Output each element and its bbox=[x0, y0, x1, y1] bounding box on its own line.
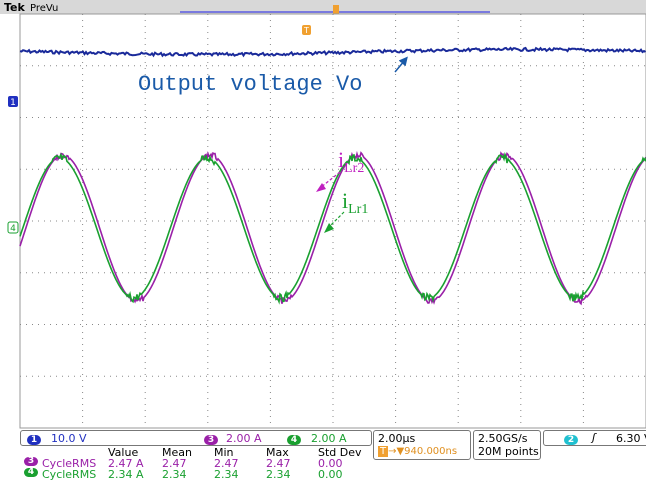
timebase: 2.00µs bbox=[378, 432, 416, 445]
vo-trace bbox=[19, 46, 646, 58]
channel-panel: 1 10.0 V 3 2.00 A 4 2.00 A bbox=[20, 430, 372, 446]
row-cell: 2.47 bbox=[266, 457, 291, 470]
row-cell: 2.47 bbox=[162, 457, 187, 470]
ch3-trace bbox=[19, 150, 646, 306]
ilr1-label: iLr1 bbox=[342, 188, 368, 217]
ch1-marker-label: 1 bbox=[10, 98, 16, 108]
timebase-panel: 2.00µs T →▼940.000ns bbox=[373, 430, 471, 460]
row-name: CycleRMS bbox=[42, 457, 97, 470]
ch1-scale: 10.0 V bbox=[51, 432, 87, 445]
ilr2-label: iLr2 bbox=[338, 147, 364, 176]
row-badge: 3 bbox=[24, 457, 38, 466]
row-cell: 0.00 bbox=[318, 457, 343, 470]
trigger-channel: 2 bbox=[564, 435, 578, 445]
ch4-scale: 2.00 A bbox=[311, 432, 347, 445]
ch4-trace bbox=[19, 152, 646, 305]
ch1-badge: 1 bbox=[27, 435, 41, 445]
trigger-slope: ʃ bbox=[592, 431, 596, 444]
sample-rate: 2.50GS/s bbox=[478, 432, 528, 445]
ch1-marker bbox=[8, 96, 18, 107]
trigger-badge: T bbox=[378, 446, 389, 457]
row-cell: 2.34 bbox=[214, 468, 239, 481]
ilr2-sub: Lr2 bbox=[344, 161, 364, 176]
ch4-marker-label: 4 bbox=[10, 224, 16, 234]
row-cell: 2.47 A bbox=[108, 457, 144, 470]
ilr1-arrow bbox=[327, 211, 345, 229]
ilr1-arrowhead bbox=[324, 223, 334, 233]
trigger-level: 6.30 V bbox=[616, 432, 646, 445]
column-header: Max bbox=[266, 446, 289, 459]
vo-arrow bbox=[394, 56, 408, 73]
column-header: Mean bbox=[162, 446, 192, 459]
grid bbox=[20, 14, 646, 428]
ilr1-main: i bbox=[342, 188, 348, 213]
ilr2-main: i bbox=[338, 147, 344, 172]
ilr2-arrowhead bbox=[316, 183, 326, 192]
column-header: Value bbox=[108, 446, 139, 459]
row-badge: 4 bbox=[24, 468, 38, 477]
mode: PreVu bbox=[30, 3, 58, 14]
row-name: CycleRMS bbox=[42, 468, 97, 481]
ch3-badge: 3 bbox=[204, 435, 218, 445]
brand: Tek bbox=[4, 1, 26, 14]
column-header: Min bbox=[214, 446, 234, 459]
vo-label: Output voltage Vo bbox=[138, 72, 362, 97]
row-cell: 2.34 bbox=[266, 468, 291, 481]
measurements: Value Mean Min Max Std Dev 3 CycleRMS 2.47 A 2.4… bbox=[20, 446, 370, 482]
row-cell: 2.34 A bbox=[108, 468, 144, 481]
ch3-scale: 2.00 A bbox=[226, 432, 262, 445]
record-marker bbox=[333, 5, 339, 15]
column-header: Std Dev bbox=[318, 446, 362, 459]
display: Tek PreVu 1 4 T Output voltage Vo iLr2 i… bbox=[0, 0, 646, 429]
trigger-marker-label: T bbox=[303, 26, 309, 35]
row-cell: 2.34 bbox=[162, 468, 187, 481]
top-bar bbox=[0, 0, 646, 14]
record-length: 20M points bbox=[478, 445, 539, 458]
acq-panel: 2.50GS/s 20M points bbox=[473, 430, 541, 460]
ilr1-sub: Lr1 bbox=[348, 202, 368, 217]
trigger-panel: 2 ʃ 6.30 V bbox=[543, 430, 646, 446]
row-cell: 2.47 bbox=[214, 457, 239, 470]
row-cell: 0.00 bbox=[318, 468, 343, 481]
trigger-position: →▼940.000ns bbox=[388, 446, 458, 457]
trigger-marker bbox=[302, 25, 311, 35]
ch4-badge: 4 bbox=[287, 435, 301, 445]
ch4-marker bbox=[7, 221, 19, 234]
